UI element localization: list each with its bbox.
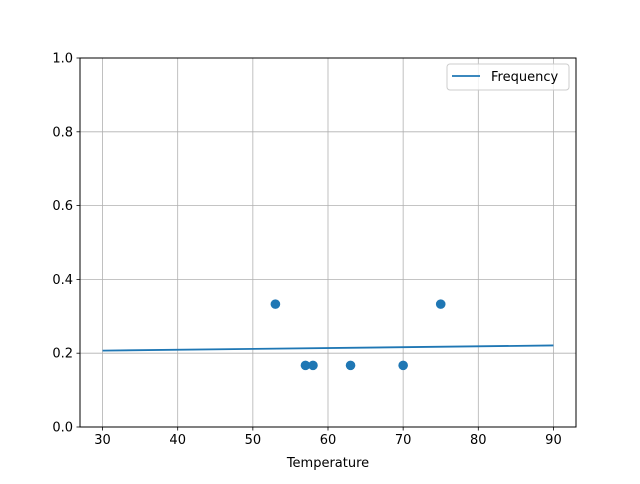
y-tick-label: 0.2	[52, 347, 73, 362]
x-tick-label: 80	[470, 433, 487, 448]
y-tick-label: 0.4	[52, 273, 73, 288]
scatter-point	[398, 360, 408, 371]
plot-marks	[102, 299, 554, 371]
scatter-point	[308, 360, 318, 371]
x-tick-label: 90	[545, 433, 562, 448]
scatter-point	[435, 299, 446, 309]
y-tick-label: 0.8	[52, 125, 73, 140]
x-tick-label: 30	[94, 433, 111, 448]
legend: Frequency	[446, 63, 570, 91]
legend-box	[446, 63, 570, 91]
frequency-line	[102, 344, 554, 352]
ticks: 30 40 50 60 70 80 90 0.0 0.2 0.4 0.6 0.8 1.0	[52, 52, 561, 449]
y-tick-label: 0.6	[52, 199, 73, 214]
legend-label: Frequency	[491, 70, 558, 85]
x-tick-label: 60	[320, 433, 337, 448]
y-tick-label: 0.0	[52, 421, 73, 436]
scatter-point	[300, 360, 311, 371]
x-axis-label: Temperature	[286, 456, 369, 471]
x-tick-label: 70	[395, 433, 412, 448]
y-tick-label: 1.0	[52, 52, 73, 67]
scatter-point	[270, 299, 281, 309]
x-tick-label: 50	[245, 433, 262, 448]
scatter-point	[345, 360, 356, 371]
x-tick-label: 40	[169, 433, 186, 448]
